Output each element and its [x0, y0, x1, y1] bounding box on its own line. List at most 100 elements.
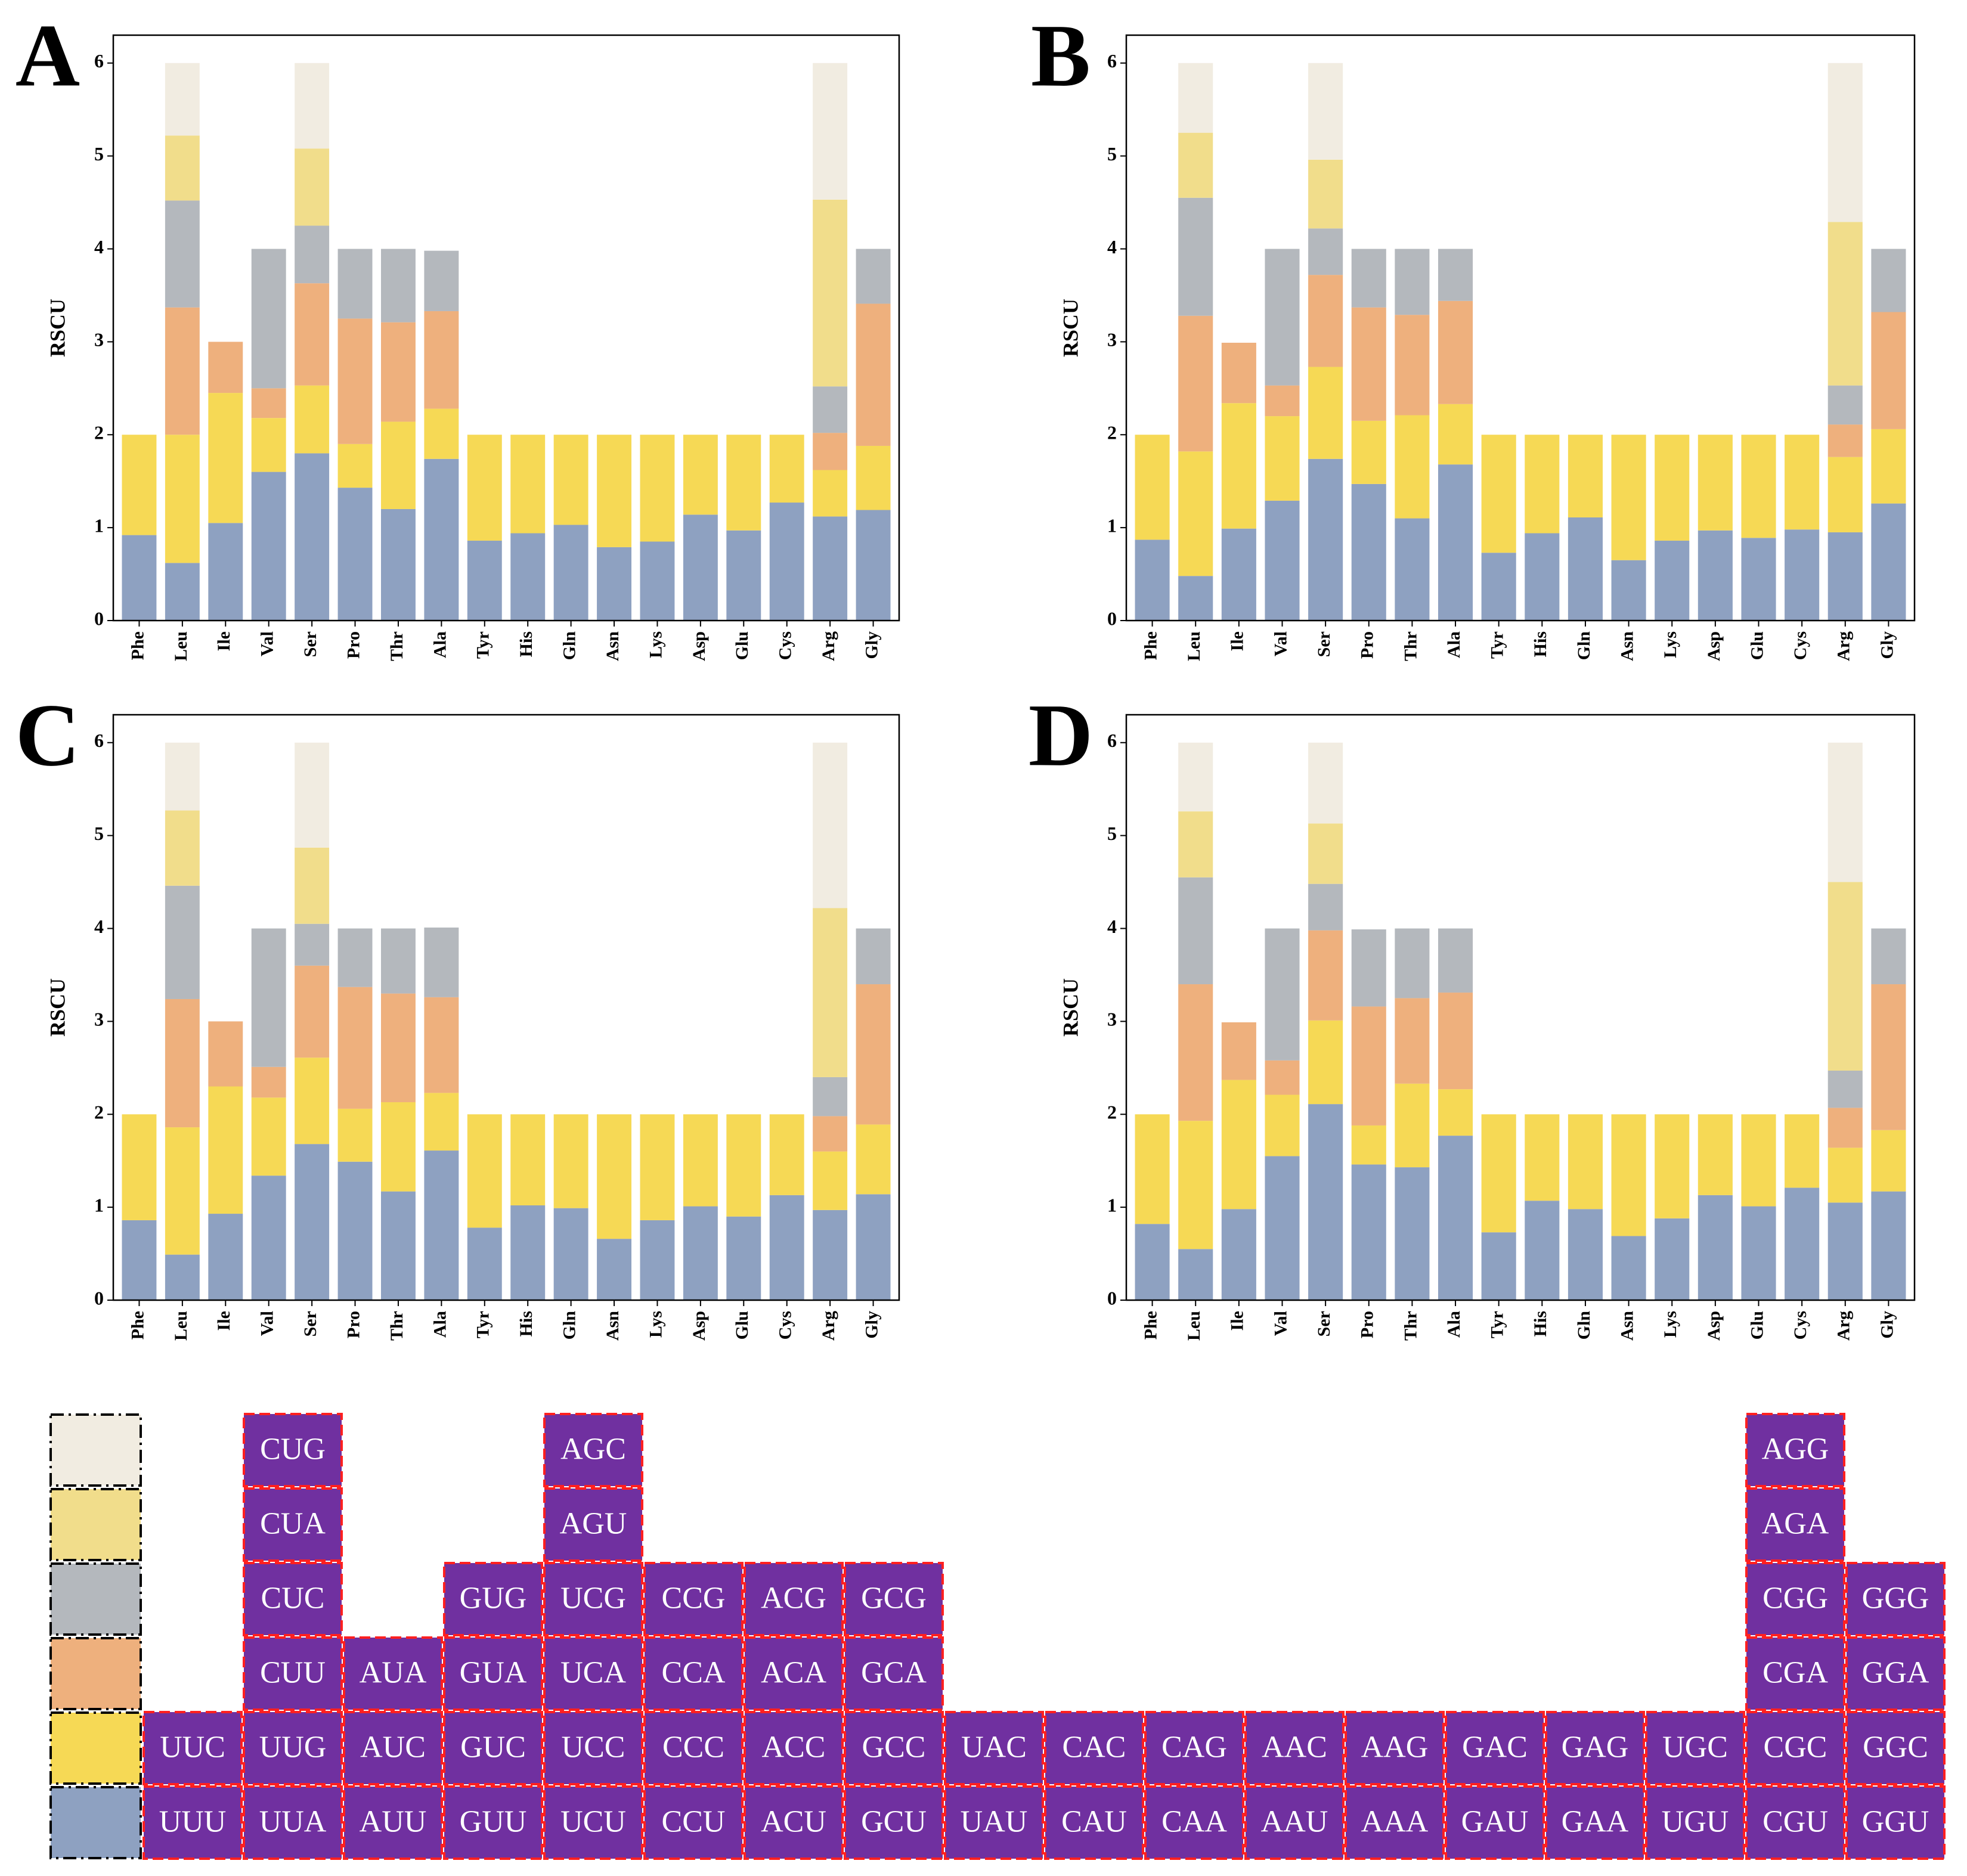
codon-label: UUU	[159, 1804, 227, 1838]
legend-swatch	[49, 1637, 142, 1710]
bar-segment	[1438, 928, 1473, 993]
bar-segment	[208, 1214, 243, 1300]
y-tick-label: 2	[1107, 422, 1117, 444]
bar-segment	[683, 1114, 718, 1207]
x-tick-label: His	[1531, 631, 1550, 657]
x-tick-label: Ile	[1228, 631, 1247, 651]
codon-cell	[243, 1562, 343, 1636]
x-tick-label: Tyr	[1488, 1311, 1507, 1338]
codon-cell	[1645, 1711, 1745, 1785]
codon-cell	[844, 1711, 944, 1785]
bar-segment	[165, 435, 200, 563]
bar-segment	[337, 249, 373, 319]
x-tick-label: His	[516, 1311, 536, 1337]
y-tick-label: 0	[1107, 1287, 1117, 1308]
panel-label: D	[1029, 686, 1093, 784]
codon-cell	[1745, 1636, 1845, 1711]
bar-segment	[1221, 1209, 1256, 1300]
codon-label: UCC	[562, 1730, 625, 1764]
y-tick-label: 5	[1107, 143, 1117, 165]
bar-segment	[1655, 1218, 1690, 1300]
bar-segment	[1308, 228, 1343, 275]
bar-segment	[165, 563, 200, 621]
bar-segment	[1611, 435, 1646, 560]
bar-segment	[1135, 1114, 1170, 1224]
codon-cell	[1545, 1711, 1645, 1785]
codon-cell	[744, 1711, 844, 1785]
bar-segment	[1308, 930, 1343, 1021]
bar-segment	[1221, 528, 1256, 621]
codon-label: UUG	[259, 1730, 327, 1764]
codon-label: CAG	[1161, 1730, 1227, 1764]
bar-segment	[380, 249, 416, 323]
bar-segment	[1785, 1114, 1820, 1188]
bar-segment	[813, 742, 848, 908]
y-axis-label: RSCU	[45, 299, 69, 357]
x-tick-label: Ala	[1444, 631, 1464, 658]
bar-segment	[251, 1066, 286, 1098]
codon-label: CAC	[1063, 1730, 1126, 1764]
bar-segment	[597, 1114, 632, 1239]
bar-segment	[251, 1176, 286, 1300]
codon-cell	[1845, 1785, 1946, 1860]
bar-segment	[856, 1194, 891, 1300]
bar-segment	[1438, 464, 1473, 621]
bar-segment	[1178, 811, 1213, 877]
x-tick-label: Val	[1271, 1311, 1290, 1336]
codon-cell	[543, 1636, 643, 1711]
codon-cell	[1044, 1785, 1144, 1860]
bar-segment	[1741, 435, 1776, 538]
codon-cell	[1445, 1785, 1545, 1860]
bar-segment	[813, 1151, 848, 1210]
codon-label: GAA	[1562, 1804, 1629, 1838]
bar-segment	[640, 541, 675, 621]
axes-frame	[1125, 34, 1916, 622]
bar-segment	[1481, 435, 1516, 553]
bar-segment	[510, 435, 546, 534]
y-tick-label: 1	[1107, 514, 1117, 536]
x-tick-label: Glu	[732, 1311, 752, 1339]
codon-cell	[543, 1487, 643, 1562]
bar-segment	[380, 993, 416, 1102]
x-tick-label: Gly	[862, 1311, 881, 1339]
x-tick-label: Ser	[1314, 631, 1334, 657]
bar-segment	[1308, 159, 1343, 229]
codon-label: GCU	[861, 1804, 927, 1838]
bar-segment	[683, 514, 718, 621]
bar-segment	[1308, 367, 1343, 459]
codon-label: AGA	[1762, 1506, 1829, 1540]
bar-segment	[1178, 451, 1213, 576]
y-tick-label: 2	[94, 1102, 104, 1123]
bar-segment	[1308, 823, 1343, 884]
bar-segment	[337, 1108, 373, 1162]
y-tick-label: 4	[94, 236, 104, 258]
bar-segment	[1785, 435, 1820, 530]
codon-cell	[443, 1711, 543, 1785]
x-tick-label: Asp	[689, 1311, 709, 1341]
bar-segment	[856, 249, 891, 304]
bar-segment	[122, 535, 157, 621]
bar-segment	[337, 928, 373, 987]
y-axis-label: RSCU	[45, 978, 69, 1037]
legend-swatch	[49, 1413, 142, 1487]
codon-label: CUC	[261, 1581, 325, 1615]
codon-label: ACG	[761, 1581, 826, 1615]
bar-segment	[1395, 518, 1430, 621]
bar-segment	[1611, 1236, 1646, 1300]
bar-segment	[424, 250, 459, 311]
codon-label: GGU	[1862, 1804, 1929, 1838]
x-tick-label: Thr	[387, 631, 407, 661]
bar-segment	[122, 1220, 157, 1300]
bar-segment	[380, 1102, 416, 1192]
codon-cell	[543, 1785, 643, 1860]
bar-segment	[208, 1086, 243, 1214]
codon-label: AGG	[1762, 1432, 1829, 1466]
bar-segment	[424, 927, 459, 997]
bar-segment	[1785, 1187, 1820, 1300]
y-tick-label: 1	[1107, 1194, 1117, 1215]
x-tick-label: Phe	[128, 1311, 147, 1339]
codon-cell	[844, 1785, 944, 1860]
bar-segment	[1351, 1006, 1386, 1125]
bar-segment	[1178, 132, 1213, 198]
